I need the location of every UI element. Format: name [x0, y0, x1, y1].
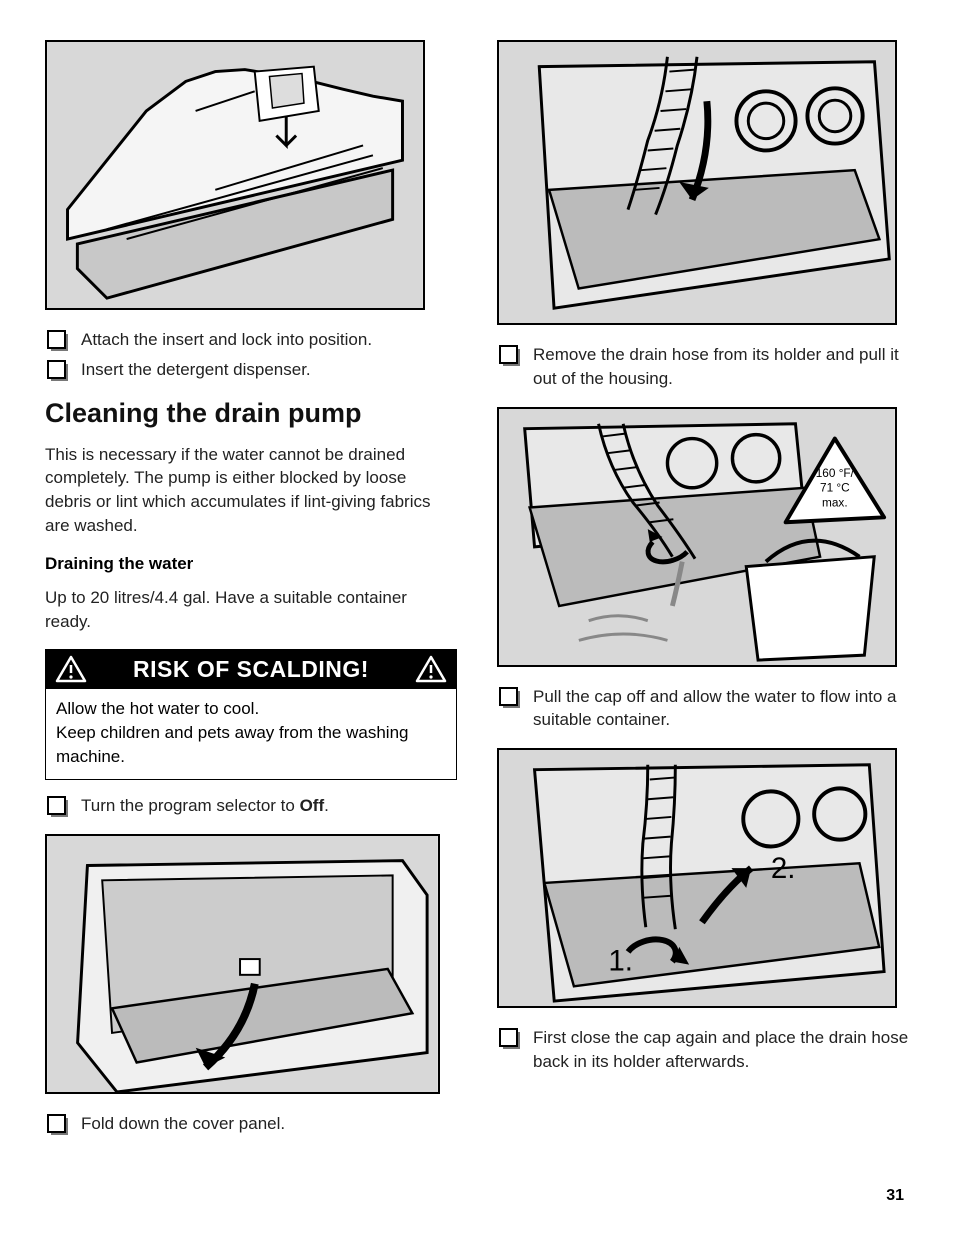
bullet-list-right-1: Remove the drain hose from its holder an… [497, 343, 909, 391]
illustration-close-cap: 1. 2. [497, 748, 897, 1008]
warning-icon [55, 655, 87, 683]
bullet-list-3: Fold down the cover panel. [45, 1112, 457, 1136]
subheading-draining: Draining the water [45, 554, 457, 574]
temp-line-1: 160 °F/ [816, 466, 855, 480]
illustration-drain-into-container: 160 °F/ 71 °C max. [497, 407, 897, 667]
warning-icon [415, 655, 447, 683]
temp-line-2: 71 °C [820, 480, 850, 494]
illustration-remove-hose [497, 40, 897, 325]
bullet-list-right-3: First close the cap again and place the … [497, 1026, 909, 1074]
step-label-2: 2. [771, 852, 796, 885]
left-column: Attach the insert and lock into position… [45, 40, 457, 1151]
bullet-list-2: Turn the program selector to Off. [45, 794, 457, 818]
page-number: 31 [886, 1187, 904, 1205]
bullet-attach-insert: Attach the insert and lock into position… [45, 328, 457, 352]
warning-line-1: Allow the hot water to cool. [56, 697, 446, 721]
step-label-1: 1. [608, 945, 633, 978]
right-column: Remove the drain hose from its holder an… [497, 40, 909, 1151]
bullet-turn-off: Turn the program selector to Off. [45, 794, 457, 818]
bullet-pull-cap: Pull the cap off and allow the water to … [497, 685, 909, 733]
warning-title: RISK OF SCALDING! [133, 656, 369, 683]
bullet-insert-dispenser: Insert the detergent dispenser. [45, 358, 457, 382]
temp-line-3: max. [822, 495, 848, 509]
illustration-fold-cover-panel [45, 834, 440, 1094]
bullet-fold-cover: Fold down the cover panel. [45, 1112, 457, 1136]
illustration-dispenser-insert [45, 40, 425, 310]
bullet-list-1: Attach the insert and lock into position… [45, 328, 457, 382]
intro-paragraph: This is necessary if the water cannot be… [45, 443, 457, 538]
bullet-remove-hose: Remove the drain hose from its holder an… [497, 343, 909, 391]
heading-cleaning-drain-pump: Cleaning the drain pump [45, 398, 457, 429]
capacity-paragraph: Up to 20 litres/4.4 gal. Have a suitable… [45, 586, 457, 634]
bullet-close-cap: First close the cap again and place the … [497, 1026, 909, 1074]
warning-line-2: Keep children and pets away from the was… [56, 721, 446, 769]
bullet-list-right-2: Pull the cap off and allow the water to … [497, 685, 909, 733]
warning-box: Allow the hot water to cool. Keep childr… [45, 689, 457, 779]
warning-bar: RISK OF SCALDING! [45, 649, 457, 689]
